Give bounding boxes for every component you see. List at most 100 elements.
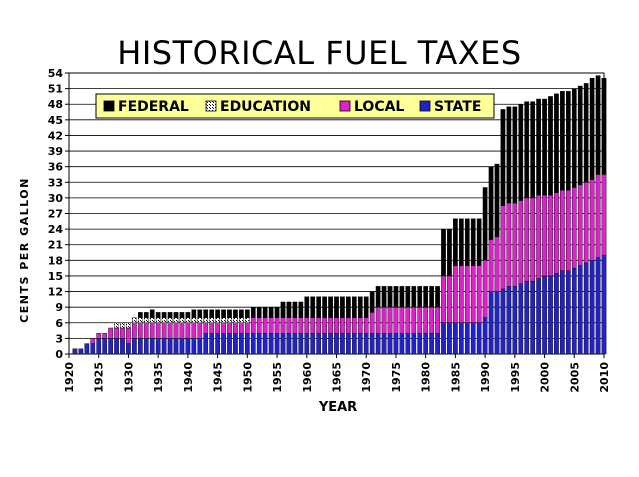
bar-state-1986: [458, 322, 464, 355]
bar-federal-2003: [560, 91, 565, 191]
bar-state-1971: [369, 332, 375, 355]
bar-local-1951: [250, 317, 256, 334]
bar-federal-2002: [554, 93, 559, 193]
bar-state-1945: [215, 332, 220, 355]
bar-state-1953: [262, 332, 268, 355]
bar-federal-1943: [203, 309, 209, 318]
y-tick-label: 27: [48, 208, 63, 221]
bar-local-1937: [167, 322, 173, 339]
bar-federal-1999: [536, 98, 541, 196]
bar-local-1954: [268, 317, 274, 334]
bar-state-1926: [102, 338, 108, 355]
bar-state-1930: [126, 343, 131, 355]
bar-state-1959: [298, 332, 304, 355]
bar-local-1957: [286, 317, 292, 334]
bar-state-1977: [405, 332, 411, 355]
bar-local-1996: [518, 200, 524, 284]
legend-label-federal: FEDERAL: [118, 99, 189, 115]
bar-education-1931: [132, 317, 137, 323]
bar-local-1989: [476, 265, 482, 323]
bar-state-1946: [221, 332, 226, 355]
bar-local-1939: [179, 322, 185, 339]
bar-federal-1988: [470, 218, 476, 266]
bar-federal-1975: [393, 286, 399, 308]
y-tick-label: 6: [55, 317, 63, 330]
bar-local-1980: [423, 306, 429, 334]
bar-local-1974: [387, 306, 393, 334]
bar-local-1967: [346, 317, 351, 334]
x-axis-label: YEAR: [318, 400, 357, 415]
bar-federal-1993: [500, 109, 506, 206]
bar-federal-1949: [239, 309, 244, 318]
bar-state-1934: [149, 338, 155, 355]
bar-local-2007: [583, 182, 589, 264]
x-tick-label: 2005: [568, 362, 581, 393]
bar-local-1986: [458, 265, 464, 323]
bar-federal-2005: [571, 88, 577, 188]
bar-federal-1954: [268, 306, 274, 318]
bar-state-1972: [375, 332, 381, 355]
bar-education-1948: [233, 317, 238, 323]
bar-state-1974: [387, 332, 393, 355]
bar-local-1947: [227, 322, 232, 334]
x-tick-label: 1975: [390, 362, 403, 393]
bar-local-2009: [595, 174, 601, 258]
bar-education-1930: [126, 322, 131, 329]
bar-state-1941: [191, 338, 197, 355]
bar-state-1942: [197, 338, 203, 355]
x-tick-label: 1960: [301, 362, 314, 393]
y-tick-label: 51: [48, 83, 63, 96]
bar-state-1937: [167, 338, 173, 355]
bar-local-1953: [262, 317, 268, 334]
bar-state-1940: [185, 338, 191, 355]
bar-federal-1985: [453, 218, 458, 266]
bar-federal-1933: [143, 312, 149, 318]
bar-state-1954: [268, 332, 274, 355]
bar-federal-1948: [233, 309, 238, 318]
bar-local-1944: [209, 322, 215, 334]
bar-local-1924: [90, 338, 96, 344]
bar-local-1956: [280, 317, 286, 334]
bar-state-1956: [280, 332, 286, 355]
bar-federal-1953: [262, 306, 268, 318]
bar-state-1923: [84, 343, 90, 355]
x-tick-label: 1940: [182, 362, 195, 393]
bar-state-2008: [589, 260, 595, 355]
bar-local-1981: [429, 306, 434, 334]
bar-local-1990: [482, 260, 488, 318]
bar-local-1964: [328, 317, 333, 334]
bar-local-1932: [137, 322, 143, 339]
x-tick-label: 1965: [331, 362, 344, 393]
bar-state-1925: [96, 338, 102, 355]
bar-state-2004: [565, 270, 571, 355]
bar-federal-1947: [227, 309, 232, 318]
bar-local-1987: [464, 265, 470, 323]
bar-local-1941: [191, 322, 197, 339]
y-tick-label: 39: [48, 145, 63, 158]
bar-state-1933: [143, 338, 149, 355]
bar-federal-1987: [464, 218, 470, 266]
bar-state-1944: [209, 332, 215, 355]
x-tick-label: 1985: [449, 362, 462, 393]
bar-federal-1977: [405, 286, 411, 308]
bar-federal-1932: [137, 312, 143, 318]
x-tick-label: 1945: [212, 362, 225, 393]
legend-label-local: LOCAL: [354, 99, 404, 115]
bar-state-1951: [250, 332, 256, 355]
bar-local-1997: [524, 197, 530, 282]
bar-local-1992: [494, 236, 500, 292]
legend-swatch-federal: [103, 100, 115, 112]
bar-state-1961: [310, 332, 316, 355]
bar-federal-1951: [250, 306, 256, 318]
bar-local-1933: [143, 322, 149, 339]
bar-federal-1976: [399, 286, 405, 308]
bar-local-1943: [203, 322, 209, 334]
bar-federal-1963: [322, 296, 327, 318]
bar-state-1973: [381, 332, 387, 355]
bar-local-1970: [363, 317, 369, 334]
bar-federal-1964: [328, 296, 333, 318]
bar-local-1988: [470, 265, 476, 323]
bar-state-1932: [137, 338, 143, 355]
bar-education-1939: [179, 317, 185, 323]
bar-federal-1983: [441, 228, 446, 277]
